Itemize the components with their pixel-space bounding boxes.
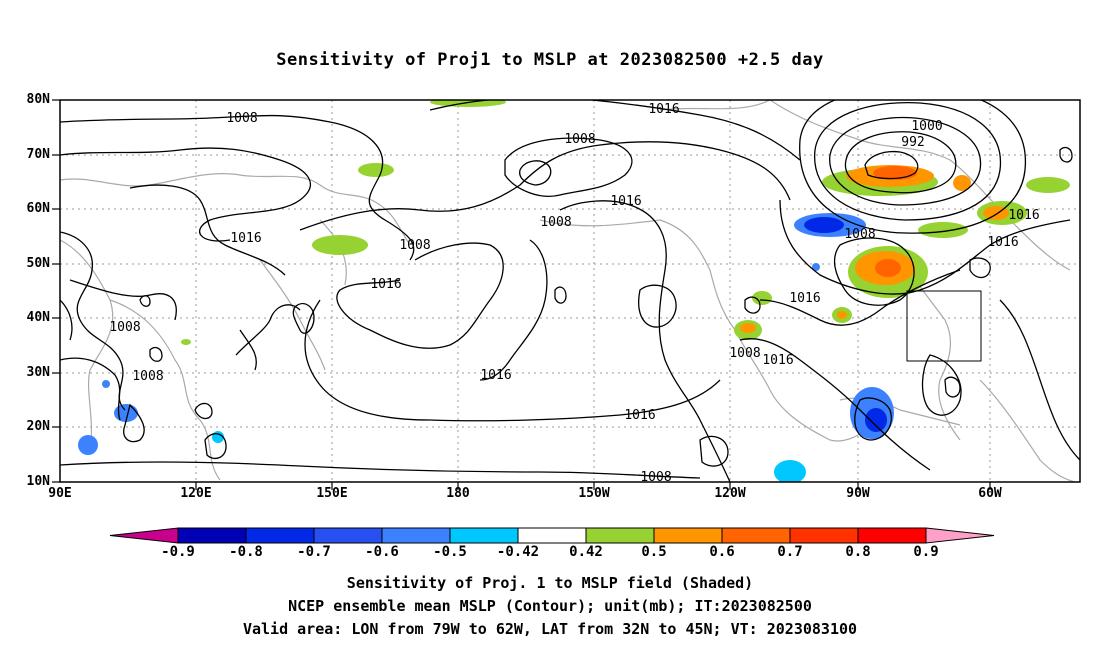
colorbar-label: 0.42 <box>569 544 603 560</box>
colorbar-label: 0.6 <box>709 544 735 560</box>
colorbar-swatch <box>857 527 927 544</box>
colorbar-label: -0.9 <box>161 544 195 560</box>
contour-label: 1008 <box>640 470 671 485</box>
contour-label: 1016 <box>1008 208 1039 223</box>
colorbar-swatch <box>245 527 315 544</box>
sensitivity-shading <box>78 100 1070 482</box>
contour-label: 1016 <box>480 368 511 383</box>
colorbar-swatch <box>721 527 791 544</box>
lat-label: 10N <box>26 474 50 489</box>
contour-label: 1008 <box>540 215 571 230</box>
gridlines <box>60 100 1080 482</box>
colorbar-arrow-low <box>109 527 179 544</box>
lon-label: 150E <box>316 486 348 501</box>
contour-label: 1016 <box>624 408 655 423</box>
lat-label: 30N <box>26 365 50 380</box>
colorbar-swatch <box>449 527 519 544</box>
colorbar-label: -0.5 <box>433 544 467 560</box>
axis-ticks <box>52 99 991 490</box>
contour-label: 1016 <box>370 277 401 292</box>
colorbar-label: 0.9 <box>913 544 939 560</box>
map-title: Sensitivity of Proj1 to MSLP at 20230825… <box>276 50 824 70</box>
contour-label: 1000 <box>911 119 942 134</box>
colorbar-arrow-high <box>925 527 995 544</box>
lon-label: 90E <box>48 486 72 501</box>
contour-label: 1016 <box>230 231 261 246</box>
lat-label: 60N <box>26 201 50 216</box>
plot-frame <box>59 99 1081 483</box>
colorbar-label: -0.42 <box>496 544 540 560</box>
colorbar-swatch <box>517 527 587 544</box>
colorbar-label: -0.6 <box>365 544 399 560</box>
contour-label: 1016 <box>648 102 679 117</box>
colorbar-swatch <box>653 527 723 544</box>
colorbar-label: -0.8 <box>229 544 263 560</box>
lat-label: 40N <box>26 310 50 325</box>
contour-labels: 1008 1008 1016 1008 1008 1016 1016 1008 … <box>109 102 1039 423</box>
caption-line: NCEP ensemble mean MSLP (Contour); unit(… <box>288 597 812 615</box>
contour-label: 1008 <box>399 238 430 253</box>
caption-line: Valid area: LON from 79W to 62W, LAT fro… <box>242 620 858 638</box>
colorbar-label: 0.8 <box>845 544 871 560</box>
colorbar-label: -0.7 <box>297 544 331 560</box>
colorbar-label: 0.7 <box>777 544 803 560</box>
contour-label: 1008 <box>844 227 875 242</box>
coastlines <box>60 100 1076 482</box>
lon-label: 90W <box>846 486 870 501</box>
mslp-contours <box>60 100 1080 482</box>
contour-label: 1016 <box>987 235 1018 250</box>
colorbar-swatch <box>585 527 655 544</box>
lon-label: 60W <box>978 486 1002 501</box>
caption-line: Sensitivity of Proj. 1 to MSLP field (Sh… <box>346 574 754 592</box>
valid-area-box <box>906 290 982 362</box>
colorbar-swatch <box>381 527 451 544</box>
lon-label: 180 <box>446 486 470 501</box>
lon-label: 120E <box>180 486 212 501</box>
contour-label: 1008 <box>132 369 163 384</box>
lon-label: 150W <box>578 486 610 501</box>
contour-label: 992 <box>901 135 924 150</box>
lon-label: 120W <box>714 486 746 501</box>
lat-label: 80N <box>26 92 50 107</box>
contour-label: 1016 <box>610 194 641 209</box>
contour-label: 1016 <box>789 291 820 306</box>
colorbar-swatch <box>789 527 859 544</box>
colorbar-label: 0.5 <box>641 544 667 560</box>
colorbar-swatch <box>177 527 247 544</box>
contour-label: 1008 <box>564 132 595 147</box>
lat-label: 20N <box>26 419 50 434</box>
contour-label: 1008 <box>729 346 760 361</box>
contour-label: 1008 <box>226 111 257 126</box>
lat-label: 70N <box>26 147 50 162</box>
contour-label: 1016 <box>762 353 793 368</box>
lat-label: 50N <box>26 256 50 271</box>
contour-label: 1008 <box>109 320 140 335</box>
colorbar-swatch <box>313 527 383 544</box>
colorbar <box>109 527 995 544</box>
